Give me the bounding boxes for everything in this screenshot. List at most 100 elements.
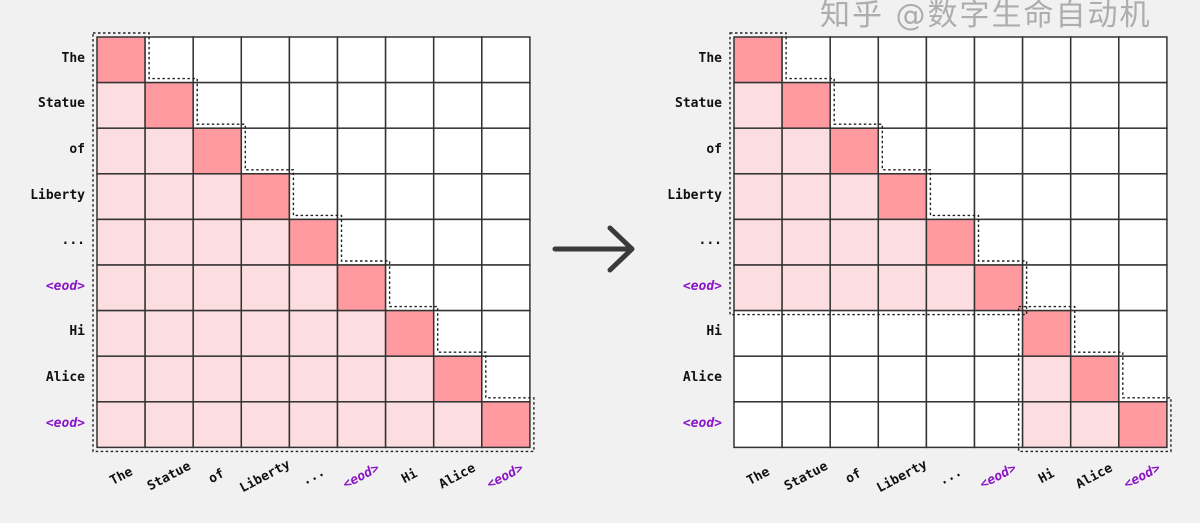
row-token-label: <eod> [682, 415, 722, 431]
mask-cell [240, 309, 291, 357]
right-arrow-icon-head [607, 225, 635, 273]
mask-cell [144, 401, 194, 449]
mask-cell [336, 401, 387, 449]
mask-cell [1118, 173, 1168, 221]
mask-cell [1069, 355, 1120, 403]
mask-cell [925, 173, 976, 221]
mask-cell [925, 36, 976, 84]
mask-cell [384, 81, 435, 129]
mask-cell [1021, 36, 1072, 84]
mask-cell [781, 401, 831, 449]
row-token-label: Statue [38, 96, 85, 112]
mask-cell [288, 127, 339, 175]
mask-cell [144, 173, 194, 221]
mask-cell [733, 127, 783, 175]
mask-cell [781, 355, 831, 403]
document-boundary-outline [92, 32, 535, 453]
mask-cell [481, 218, 531, 266]
mask-cell [240, 264, 291, 312]
mask-cell [192, 355, 243, 403]
mask-cell [1118, 401, 1168, 449]
mask-cell [733, 401, 783, 449]
mask-cell [829, 81, 880, 129]
mask-cell [877, 218, 928, 266]
mask-cell [1069, 36, 1120, 84]
watermark: 知乎 @数字生命自动机 [820, 0, 1152, 33]
mask-cell [481, 173, 531, 221]
mask-cell [829, 218, 880, 266]
mask-cell [336, 173, 387, 221]
mask-cell [781, 81, 831, 129]
mask-cell [1118, 355, 1168, 403]
mask-cell [1021, 173, 1072, 221]
mask-cell [1118, 127, 1168, 175]
mask-cell [96, 173, 146, 221]
mask-cell [1069, 264, 1120, 312]
mask-cell [96, 401, 146, 449]
mask-cell [1021, 264, 1072, 312]
mask-cell [96, 81, 146, 129]
mask-cell [829, 173, 880, 221]
row-token-label: Liberty [30, 187, 85, 203]
mask-cell [96, 218, 146, 266]
mask-cell [733, 218, 783, 266]
mask-cell [733, 173, 783, 221]
mask-cell [432, 355, 483, 403]
mask-cell [288, 264, 339, 312]
mask-cell [1118, 81, 1168, 129]
mask-cell [384, 173, 435, 221]
row-token-label: of [706, 142, 722, 157]
mask-cell [192, 264, 243, 312]
row-token-label: <eod> [45, 415, 85, 431]
mask-cell [877, 355, 928, 403]
mask-cell [384, 36, 435, 84]
row-token-label: ... [61, 233, 85, 249]
document-boundary-outline [1017, 305, 1172, 453]
mask-cell [240, 127, 291, 175]
mask-cell [240, 218, 291, 266]
mask-cell [384, 309, 435, 357]
mask-cell [925, 309, 976, 357]
mask-cell [1021, 309, 1072, 357]
mask-cell [1118, 36, 1168, 84]
row-token-label: Hi [706, 324, 722, 340]
mask-cell [192, 401, 243, 449]
mask-cell [432, 309, 483, 357]
mask-cell [336, 264, 387, 312]
mask-cell [144, 264, 194, 312]
mask-cell [1021, 218, 1072, 266]
mask-cell [192, 127, 243, 175]
mask-cell [481, 127, 531, 175]
mask-cell [925, 218, 976, 266]
mask-cell [877, 264, 928, 312]
mask-cell [1021, 355, 1072, 403]
mask-cell [192, 218, 243, 266]
mask-cell [432, 264, 483, 312]
mask-cell [144, 127, 194, 175]
mask-cell [240, 81, 291, 129]
row-token-label: <eod> [45, 278, 85, 294]
mask-cell [733, 355, 783, 403]
mask-cell [973, 173, 1024, 221]
mask-cell [96, 355, 146, 403]
mask-cell [144, 81, 194, 129]
mask-cell [925, 355, 976, 403]
mask-cell [144, 355, 194, 403]
mask-cell [1021, 127, 1072, 175]
mask-cell [240, 36, 291, 84]
row-token-label: Hi [69, 324, 85, 340]
mask-cell [432, 127, 483, 175]
mask-cell [384, 218, 435, 266]
mask-cell [288, 173, 339, 221]
mask-cell [240, 401, 291, 449]
mask-cell [288, 355, 339, 403]
mask-cell [1069, 401, 1120, 449]
mask-cell [877, 127, 928, 175]
mask-cell [96, 36, 146, 84]
mask-cell [781, 309, 831, 357]
mask-cell [781, 218, 831, 266]
mask-cell [1069, 81, 1120, 129]
mask-cell [336, 309, 387, 357]
mask-cell [1021, 81, 1072, 129]
